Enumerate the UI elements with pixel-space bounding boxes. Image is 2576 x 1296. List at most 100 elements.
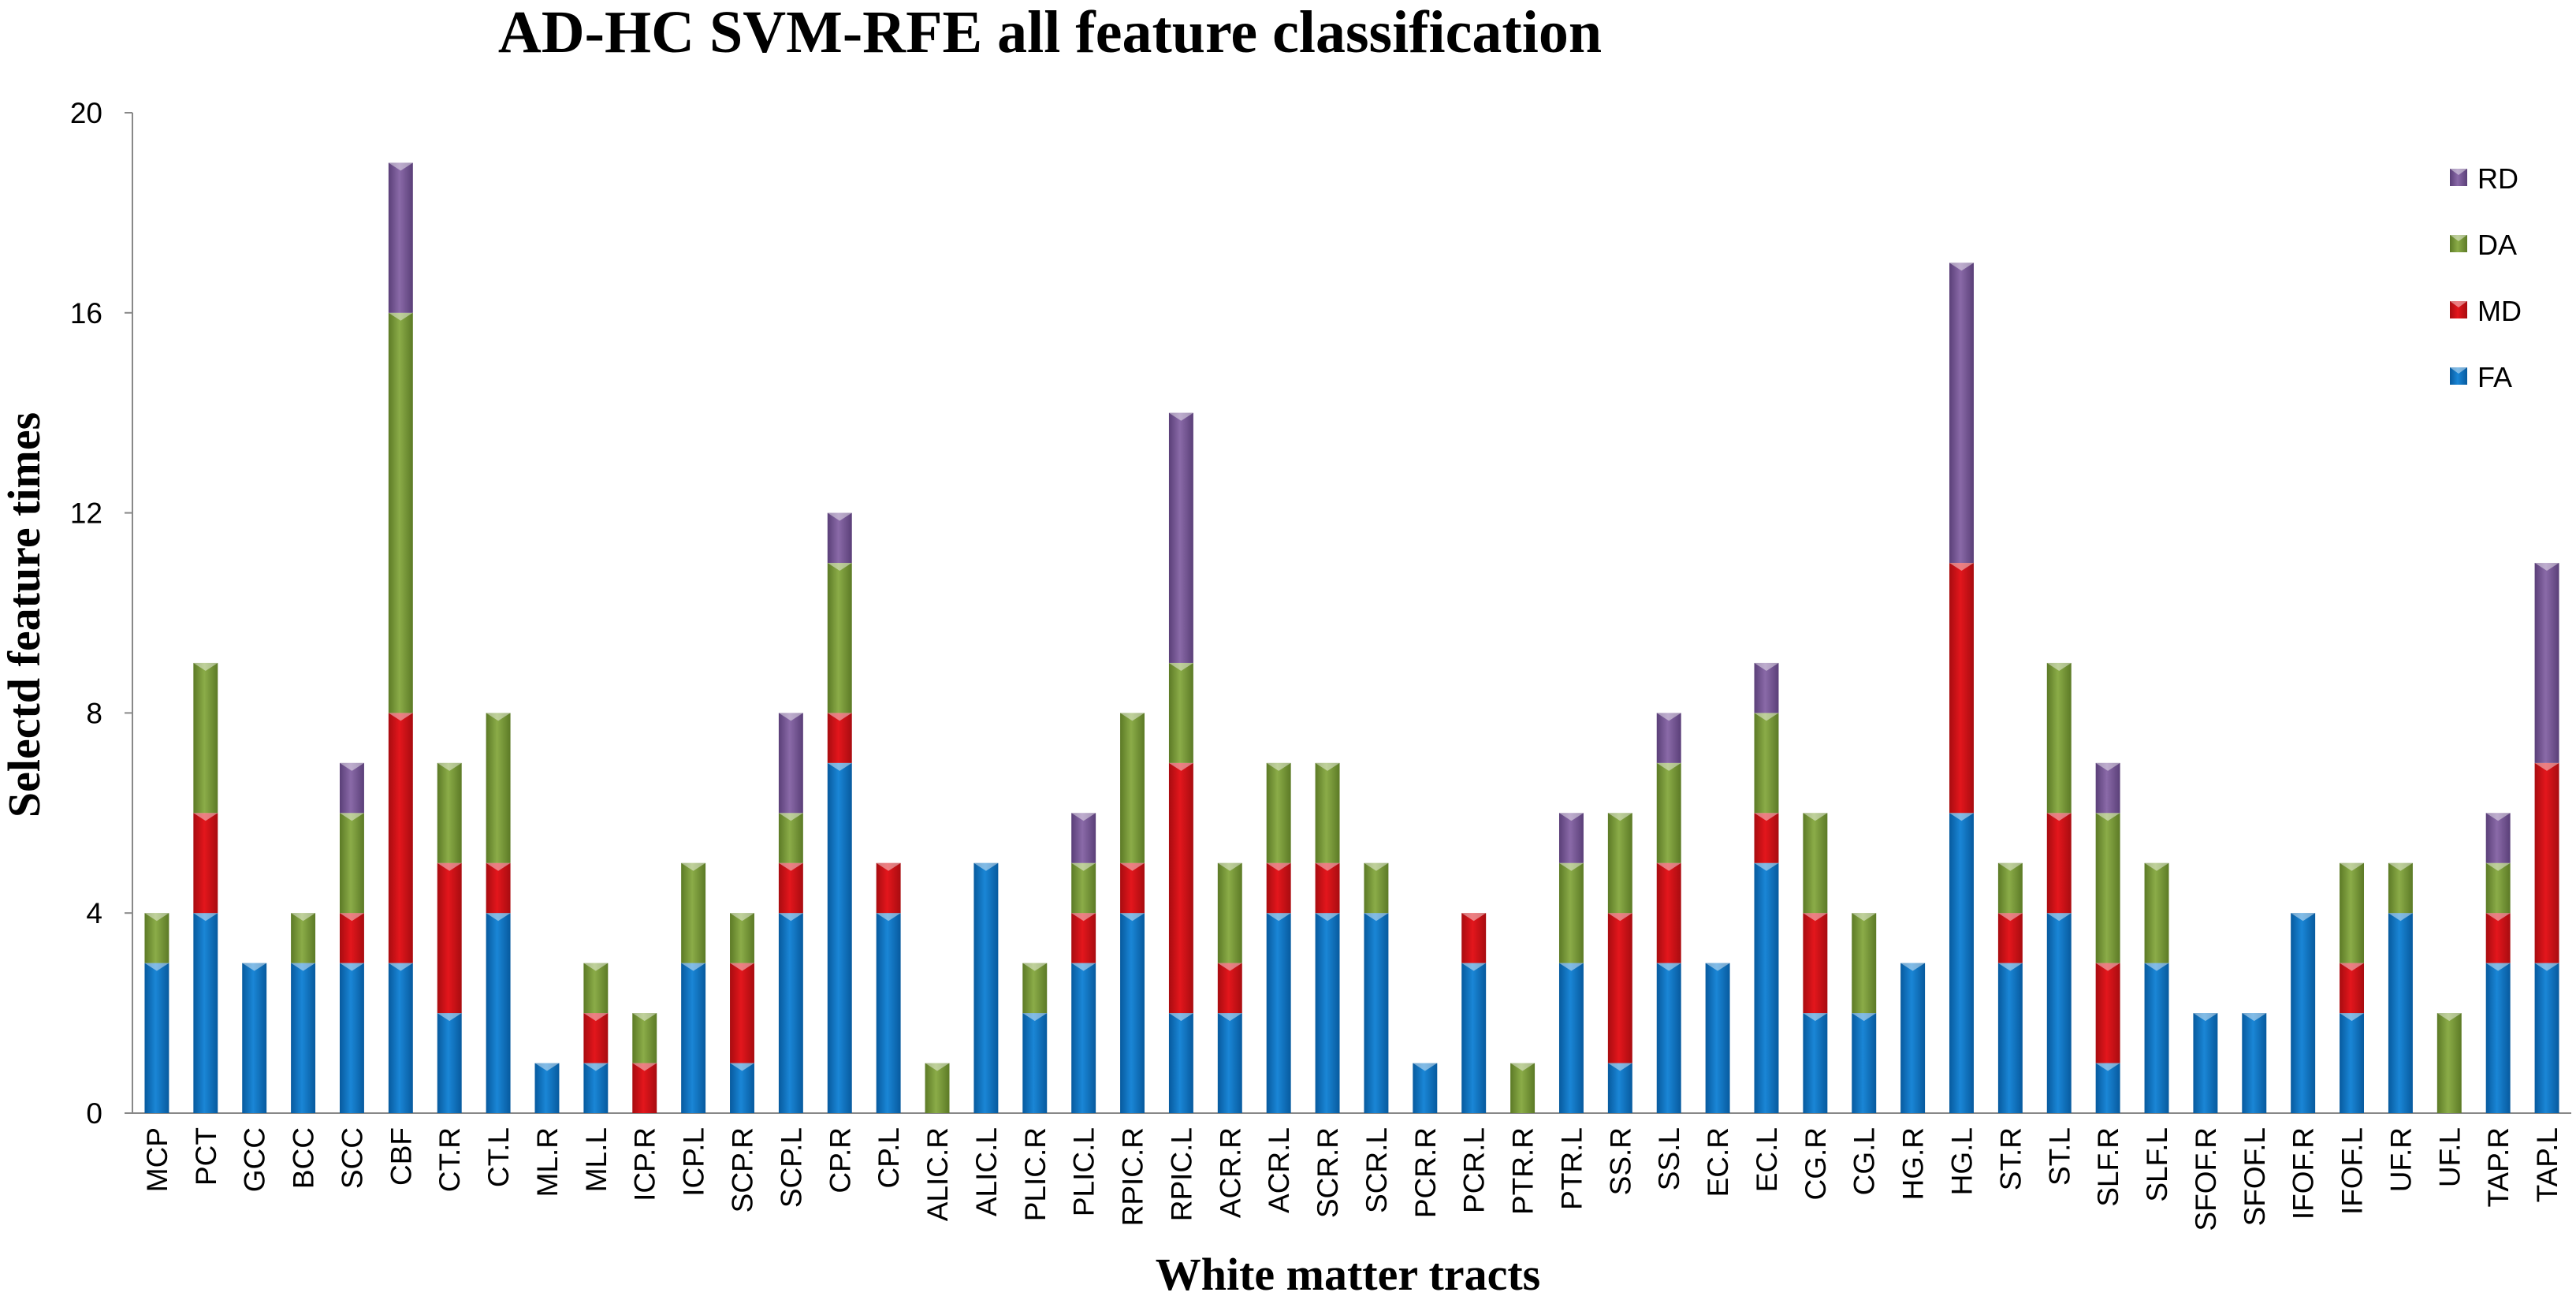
- bar-segment-cap: [144, 963, 169, 971]
- bar-segment-cap: [2340, 1013, 2365, 1022]
- bar-segment-rd: [1558, 813, 1584, 863]
- bar-segment-da: [681, 862, 706, 963]
- bar-segment-fa: [2388, 913, 2413, 1113]
- bar-segment-cap: [1168, 412, 1193, 421]
- bar-segment-cap: [1997, 913, 2023, 922]
- bar-segment-cap: [778, 713, 803, 721]
- bar-segment-cap: [1997, 963, 2023, 971]
- bar-segment-fa: [534, 1063, 560, 1113]
- bar-segment-cap: [1803, 913, 1828, 922]
- bar-segment-md: [1217, 963, 1242, 1014]
- x-tick-label: SCR.R: [1312, 1127, 1344, 1218]
- bar-segment-fa: [876, 913, 901, 1113]
- x-tick-label: SS.L: [1653, 1127, 1685, 1190]
- bar-segment-md: [1997, 913, 2023, 963]
- bar-segment-cap: [1461, 963, 1487, 971]
- x-tick-label: CG.R: [1800, 1127, 1832, 1201]
- bar-segment-cap: [1364, 913, 1389, 922]
- bar-segment-cap: [193, 913, 218, 922]
- bar-segment-cap: [1949, 563, 1974, 572]
- legend-swatch-da: [2450, 235, 2467, 252]
- bar-segment-cap: [1315, 762, 1340, 771]
- bar-segment-md: [1656, 862, 1681, 963]
- bar-segment-rd: [2534, 563, 2559, 763]
- bar-segment-fa: [2095, 1063, 2120, 1113]
- bar-segment-da: [2485, 862, 2511, 914]
- bar-segment-fa: [1656, 963, 1681, 1113]
- bar-segment-cap: [486, 913, 511, 922]
- bar-segment-cap: [632, 1013, 657, 1022]
- x-tick-label: UF.L: [2433, 1127, 2466, 1187]
- bar-segment-cap: [1413, 1063, 1438, 1071]
- bar-segment-cap: [1217, 862, 1242, 871]
- bar-segment-cap: [2388, 913, 2413, 922]
- x-axis-title: White matter tracts: [1156, 1249, 1541, 1296]
- bar-segment-cap: [632, 1063, 657, 1071]
- bar-segment-cap: [1607, 1063, 1632, 1071]
- bar-segment-cap: [193, 813, 218, 821]
- bar-segment-cap: [1949, 813, 1974, 821]
- bar-segment-fa: [1266, 913, 1291, 1113]
- legend-swatch-fa: [2450, 367, 2467, 385]
- bar-segment-fa: [2340, 1013, 2365, 1113]
- bar-segment-cap: [1754, 813, 1779, 821]
- x-tick-label: CT.L: [482, 1127, 515, 1187]
- bar-segment-fa: [193, 913, 218, 1113]
- y-axis-title: Selectd feature times: [0, 412, 50, 817]
- bar-segment-da: [778, 813, 803, 863]
- bar-segment-cap: [1217, 963, 1242, 971]
- bar-segment-cap: [486, 713, 511, 721]
- legend-label: MD: [2477, 295, 2522, 327]
- bar-segment-cap: [827, 563, 852, 572]
- bar-segment-fa: [2046, 913, 2072, 1113]
- bar-segment-md: [486, 862, 511, 914]
- bar-segment-md: [2485, 913, 2511, 963]
- bar-segment-fa: [1705, 963, 1730, 1113]
- x-tick-label: PCT: [190, 1127, 222, 1186]
- bar-segment-rd: [778, 713, 803, 814]
- bar-segment-fa: [2193, 1013, 2218, 1113]
- bar-segment-fa: [1315, 913, 1340, 1113]
- bar-segment-cap: [193, 662, 218, 671]
- bar-segment-cap: [291, 963, 316, 971]
- y-ticks: 0 4 8 12 16 20: [70, 97, 132, 1130]
- bar-segment-cap: [291, 913, 316, 922]
- bar-segment-fa: [486, 913, 511, 1113]
- bar-segment-cap: [1949, 263, 1974, 271]
- bar-segment-da: [1364, 862, 1389, 914]
- bar-segment-cap: [2046, 913, 2072, 922]
- x-tick-label: ST.L: [2043, 1127, 2075, 1186]
- bar-segment-cap: [1168, 662, 1193, 671]
- bar-segment-fa: [1168, 1013, 1193, 1113]
- bar-segment-cap: [1997, 862, 2023, 871]
- bar-segment-cap: [876, 862, 901, 871]
- bar-segment-cap: [681, 963, 706, 971]
- bar-segment-cap: [1315, 862, 1340, 871]
- bar-segment-cap: [2144, 963, 2169, 971]
- bar-segment-cap: [2095, 762, 2120, 771]
- x-tick-label: SS.R: [1604, 1127, 1636, 1195]
- bar-segment-md: [1266, 862, 1291, 914]
- bar-segment-cap: [1754, 662, 1779, 671]
- bar-segment-md: [2534, 762, 2559, 963]
- x-tick-label: ICP.R: [629, 1127, 661, 1201]
- x-tick-label: ML.L: [580, 1127, 612, 1192]
- bar-segment-da: [1266, 762, 1291, 863]
- bar-segment-fa: [339, 963, 364, 1113]
- bar-segment-da: [1754, 713, 1779, 814]
- bar-segment-da: [1558, 862, 1584, 963]
- bar-segment-da: [388, 312, 413, 713]
- bar-segment-md: [1803, 913, 1828, 1014]
- bar-segment-fa: [1900, 963, 1926, 1113]
- bar-segment-cap: [339, 762, 364, 771]
- bar-segment-cap: [2291, 913, 2316, 922]
- bar-segment-md: [1168, 762, 1193, 1014]
- bar-segment-md: [2340, 963, 2365, 1014]
- bar-segment-da: [925, 1063, 950, 1113]
- x-tick-label: SCC: [336, 1127, 368, 1189]
- bar-segment-fa: [2534, 963, 2559, 1113]
- bar-segment-cap: [1022, 1013, 1048, 1022]
- bar-segment-md: [730, 963, 754, 1063]
- bar-segment-cap: [388, 963, 413, 971]
- bar-segment-da: [2144, 862, 2169, 963]
